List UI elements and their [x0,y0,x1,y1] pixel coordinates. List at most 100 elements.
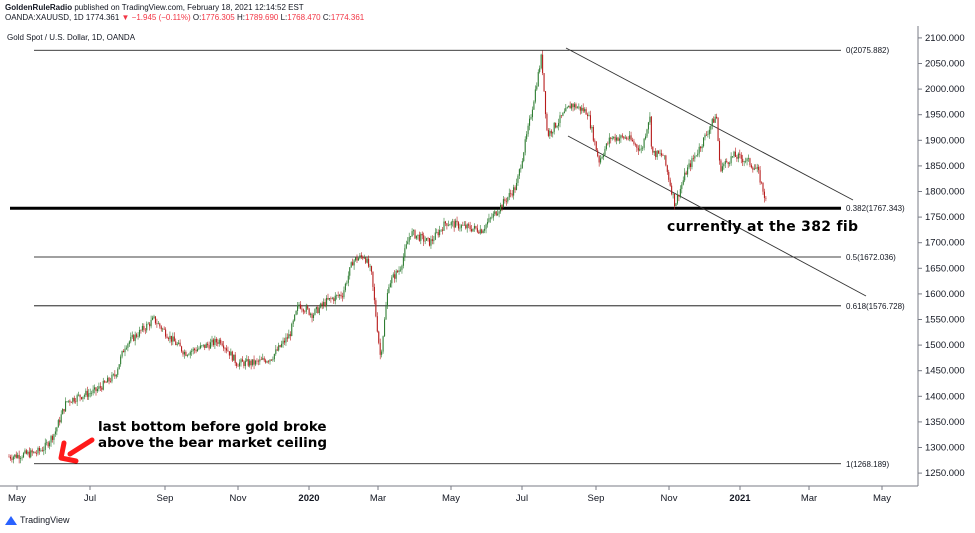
price-candle [658,150,660,155]
price-candle [485,223,487,234]
price-candle [347,271,349,287]
price-candle [521,158,523,169]
price-candle [472,228,474,233]
price-candle [404,244,406,262]
price-candle [740,152,742,164]
price-candle [462,221,464,226]
price-candle [526,131,528,142]
price-candle [199,342,201,350]
price-candle [675,202,677,207]
price-candle [589,110,591,130]
price-candle [713,116,715,123]
price-candle [337,291,339,298]
price-candle [674,193,676,210]
price-candle [121,350,123,359]
price-candle [479,224,481,235]
price-candle [478,230,480,235]
price-candle [76,393,78,407]
price-candle [482,229,484,234]
price-candle [217,338,219,347]
price-candle [89,388,91,398]
price-candle [312,312,315,322]
price-candle [250,359,252,370]
price-candle [736,154,738,162]
price-candle [112,373,114,377]
price-candle [205,342,207,349]
price-candle [726,158,728,163]
price-candle [14,454,16,460]
price-tick-label: 1450.000 [925,366,965,377]
price-candle [592,125,594,143]
price-candle [366,256,368,264]
fib-level-label: 0.618(1576.728) [846,302,905,311]
tradingview-logo[interactable]: TradingView [5,515,70,525]
price-candle [544,90,547,119]
price-candle [421,231,423,240]
price-candle [202,344,204,348]
price-candle [756,163,758,173]
price-candle [170,335,172,346]
price-candle [568,105,570,108]
price-candle [389,280,391,288]
price-candle [724,158,726,169]
price-candle [86,386,88,400]
price-candle [558,118,560,131]
price-candle [743,160,745,167]
price-candle [73,395,75,404]
price-candle [115,374,117,379]
price-candle [175,338,177,346]
price-tick-label: 1900.000 [925,135,965,146]
price-candle [31,448,33,456]
price-candle [80,396,83,400]
price-candle [475,225,477,230]
price-candle [620,134,622,143]
close-label: C: [322,13,331,22]
price-candle [167,336,170,342]
price-candle [605,142,607,151]
price-tick-label: 1350.000 [925,417,965,428]
price-candle [294,314,296,322]
price-candle [196,345,199,352]
price-candle [440,229,442,232]
price-candle [645,133,647,141]
price-candle [678,194,680,202]
price-candle [188,353,190,356]
price-candle [734,147,736,158]
author-name[interactable]: GoldenRuleRadio [5,3,73,12]
price-candle [114,370,116,380]
price-candle [687,164,689,178]
price-candle [705,131,707,137]
arrow-head [58,440,79,464]
price-candle [423,232,425,247]
price-candle [223,340,225,352]
channel-lower-line [567,135,867,297]
price-candle [356,254,358,264]
price-candle [47,440,49,448]
price-candle [234,352,236,366]
price-candle [413,229,415,236]
price-candle [165,327,167,339]
price-candle [307,304,309,310]
tradingview-logo-icon [5,515,17,525]
price-candle [111,371,113,384]
price-candle [78,391,80,397]
price-candle [56,426,58,436]
price-tick-label: 1400.000 [925,391,965,402]
price-candle [301,304,303,313]
price-candle [249,359,251,368]
price-candle [749,157,751,168]
price-candle [497,209,499,216]
price-candle [141,323,143,332]
price-candle [159,322,161,329]
price-candle [439,225,441,238]
price-candle [281,340,283,348]
price-candle [328,297,330,301]
price-candle [243,360,245,369]
high-value: 1789.690 [244,13,279,22]
price-candle [289,331,291,341]
price-candle [331,296,333,300]
price-candle [120,354,122,367]
price-candle [460,224,462,232]
price-candle [691,155,693,170]
